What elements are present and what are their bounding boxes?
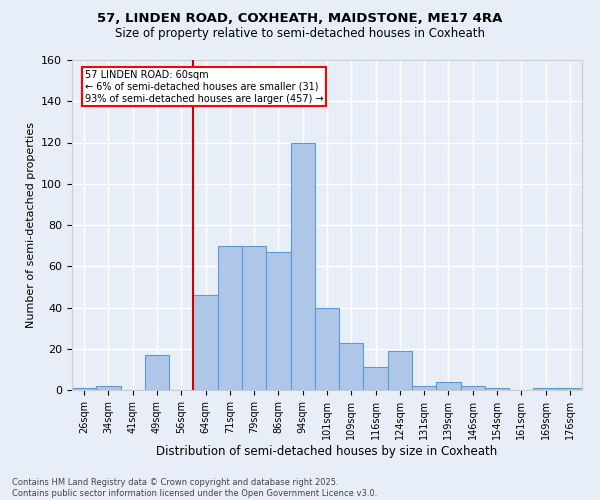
Y-axis label: Number of semi-detached properties: Number of semi-detached properties	[26, 122, 35, 328]
Bar	[290, 142, 315, 390]
Bar	[558, 388, 582, 390]
Text: 57 LINDEN ROAD: 60sqm
← 6% of semi-detached houses are smaller (31)
93% of semi-: 57 LINDEN ROAD: 60sqm ← 6% of semi-detac…	[85, 70, 323, 104]
Text: 57, LINDEN ROAD, COXHEATH, MAIDSTONE, ME17 4RA: 57, LINDEN ROAD, COXHEATH, MAIDSTONE, ME…	[97, 12, 503, 26]
Bar	[485, 388, 509, 390]
Bar	[436, 382, 461, 390]
Bar	[242, 246, 266, 390]
Bar	[96, 386, 121, 390]
Bar	[364, 368, 388, 390]
Bar	[339, 342, 364, 390]
Text: Size of property relative to semi-detached houses in Coxheath: Size of property relative to semi-detach…	[115, 28, 485, 40]
Bar	[533, 388, 558, 390]
Bar	[266, 252, 290, 390]
Bar	[145, 355, 169, 390]
Bar	[388, 351, 412, 390]
Bar	[218, 246, 242, 390]
Bar	[315, 308, 339, 390]
X-axis label: Distribution of semi-detached houses by size in Coxheath: Distribution of semi-detached houses by …	[157, 444, 497, 458]
Bar	[72, 388, 96, 390]
Text: Contains HM Land Registry data © Crown copyright and database right 2025.
Contai: Contains HM Land Registry data © Crown c…	[12, 478, 377, 498]
Bar	[461, 386, 485, 390]
Bar	[412, 386, 436, 390]
Bar	[193, 295, 218, 390]
